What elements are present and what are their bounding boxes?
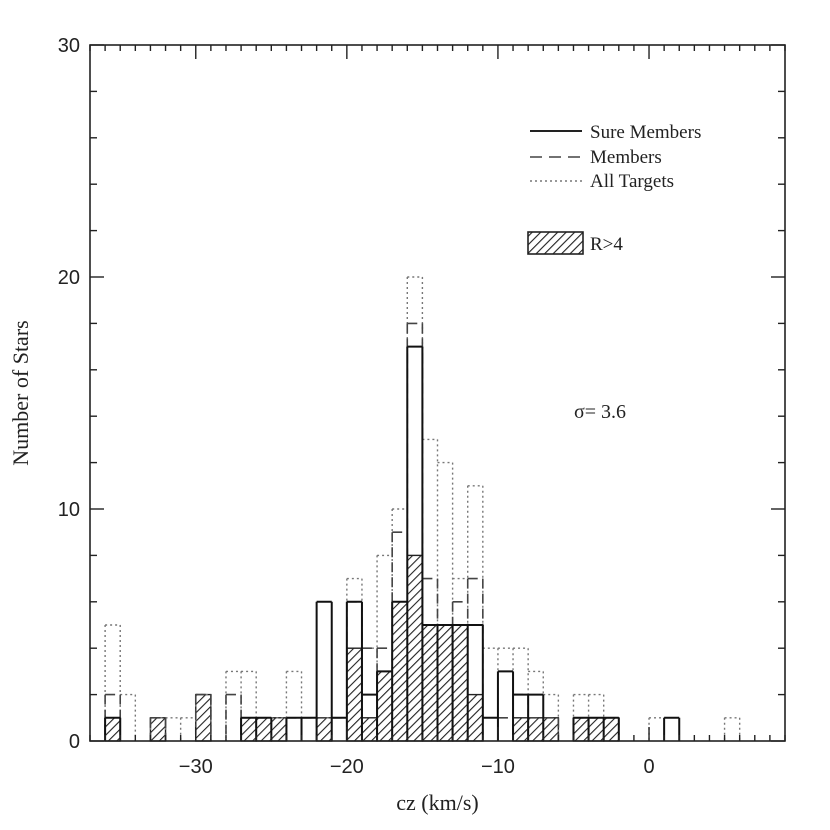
- hatched-bar: [467, 693, 484, 742]
- hatched-bar: [361, 717, 378, 742]
- y-tick-label: 20: [58, 267, 80, 289]
- hatched-bar: [436, 624, 454, 742]
- sigma-annotation: σ= 3.6: [574, 401, 626, 423]
- legend-label-sure-members: Sure Members: [590, 122, 701, 143]
- hatched-bar: [406, 554, 424, 742]
- hatched-bar: [195, 693, 212, 742]
- hatched-bar: [451, 624, 469, 742]
- y-tick-label: 0: [69, 731, 80, 753]
- x-tick-label: 0: [643, 756, 654, 778]
- y-tick-label: 10: [58, 499, 80, 521]
- y-axis-label: Number of Stars: [8, 320, 33, 465]
- plot-area: [104, 276, 741, 742]
- x-tick-label: −10: [481, 756, 515, 778]
- hatched-bar: [391, 601, 408, 742]
- hatched-bar: [270, 717, 288, 742]
- hatched-bar: [315, 717, 333, 742]
- hatched-bar: [149, 717, 167, 742]
- hatched-bar: [602, 717, 620, 742]
- x-tick-label: −20: [330, 756, 364, 778]
- hatched-bar: [255, 717, 273, 742]
- hatched-bar: [104, 717, 121, 742]
- y-tick-label: 30: [58, 35, 80, 57]
- hatched-bar: [346, 647, 363, 742]
- legend-label-all-targets: All Targets: [590, 171, 674, 192]
- legend-swatch-r4: [527, 231, 584, 255]
- x-axis-label: cz (km/s): [396, 790, 478, 815]
- hatched-bar: [376, 670, 393, 742]
- axes: −30 −20 −10 0 0 10 20 30 cz (km/s) Number of Star…: [8, 35, 786, 815]
- histogram-outline-sure-members: [104, 345, 681, 741]
- hatched-bar: [572, 717, 590, 742]
- hatched-bar: [527, 717, 544, 742]
- legend-label-members: Members: [590, 147, 662, 168]
- hatched-bar: [587, 717, 605, 742]
- hatched-bar: [512, 717, 529, 742]
- hatched-bar: [421, 624, 439, 742]
- legend-label-r4: R>4: [590, 234, 623, 255]
- hatched-bar: [240, 717, 257, 742]
- x-tick-label: −30: [179, 756, 213, 778]
- legend: Sure Members Members All Targets R>4: [527, 122, 701, 255]
- hatched-bar: [542, 717, 560, 742]
